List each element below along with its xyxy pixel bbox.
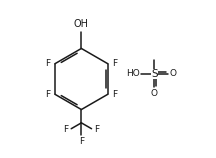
Text: HO: HO [126,69,140,78]
Text: F: F [63,125,68,134]
Text: F: F [79,137,84,146]
Text: OH: OH [74,19,89,29]
Text: F: F [94,125,100,134]
Text: S: S [151,69,157,79]
Text: F: F [45,90,50,99]
Text: F: F [113,90,118,99]
Text: F: F [113,59,118,68]
Text: F: F [45,59,50,68]
Text: O: O [151,89,158,98]
Text: O: O [169,69,176,78]
